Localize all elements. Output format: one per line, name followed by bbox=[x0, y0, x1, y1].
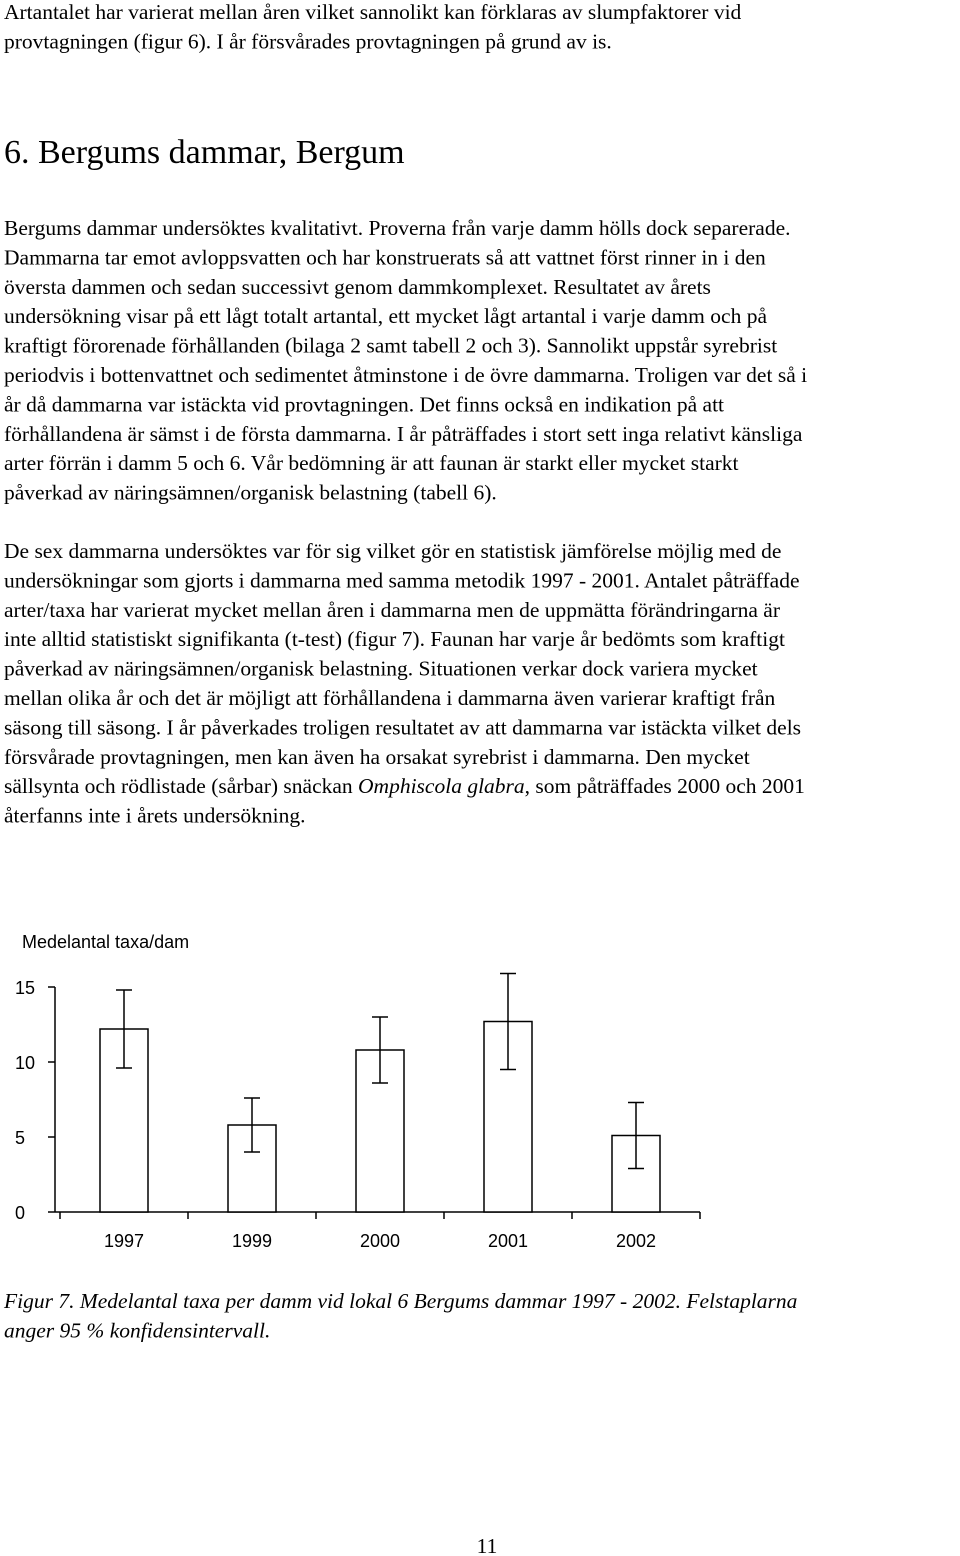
text-line: periodvis i bottenvattnet och sedimentet… bbox=[4, 363, 807, 387]
text-line: försvårade provtagningen, men kan även h… bbox=[4, 745, 750, 769]
text-line: undersökning visar på ett lågt totalt ar… bbox=[4, 304, 767, 328]
text-line: översta dammen och sedan successivt geno… bbox=[4, 275, 711, 299]
text-line: år då dammarna var istäckta vid provtagn… bbox=[4, 392, 724, 416]
caption-line: Figur 7. Medelantal taxa per damm vid lo… bbox=[3, 1289, 797, 1313]
text-line: arter förrän i damm 5 och 6. Vår bedömni… bbox=[4, 451, 739, 475]
y-tick-label: 0 bbox=[15, 1203, 25, 1223]
y-tick-label: 5 bbox=[15, 1128, 25, 1148]
text-span: sällsynta och rödlistade (sårbar) snäcka… bbox=[4, 774, 358, 798]
x-tick-label: 2001 bbox=[488, 1231, 528, 1251]
x-tick-label: 1999 bbox=[232, 1231, 272, 1251]
text-line: påverkad av näringsämnen/organisk belast… bbox=[4, 481, 497, 505]
text-line: kraftigt förorenade förhållanden (bilaga… bbox=[4, 334, 777, 358]
text-line: arter/taxa har varierat mycket mellan år… bbox=[4, 598, 780, 622]
text-line: Dammarna tar emot avloppsvatten och har … bbox=[4, 245, 766, 269]
text-line: provtagningen (figur 6). I år försvårade… bbox=[4, 29, 612, 53]
x-tick-label: 2002 bbox=[616, 1231, 656, 1251]
x-tick-label: 1997 bbox=[104, 1231, 144, 1251]
text-line: påverkad av näringsämnen/organisk belast… bbox=[4, 657, 758, 681]
text-line: De sex dammarna undersöktes var för sig … bbox=[4, 539, 781, 563]
text-line: sällsynta och rödlistade (sårbar) snäcka… bbox=[4, 774, 805, 798]
text-line: Artantalet har varierat mellan åren vilk… bbox=[4, 0, 742, 24]
heading: 6. Bergums dammar, Bergum bbox=[4, 134, 405, 171]
page-number: 11 bbox=[477, 1534, 498, 1556]
caption-line: anger 95 % konfidensintervall. bbox=[4, 1318, 270, 1342]
text-line: inte alltid statistiskt signifikanta (t-… bbox=[4, 627, 785, 651]
text-line: mellan olika år och det är möjligt att f… bbox=[4, 686, 776, 710]
text-span: , som påträffades 2000 och 2001 bbox=[525, 774, 805, 798]
text-line: säsong till säsong. I år påverkades trol… bbox=[4, 715, 801, 739]
x-tick-label: 2000 bbox=[360, 1231, 400, 1251]
italic-span: Omphiscola glabra bbox=[358, 774, 525, 798]
text-line: undersökningar som gjorts i dammarna med… bbox=[4, 568, 800, 592]
y-axis-title: Medelantal taxa/dam bbox=[22, 932, 189, 952]
y-tick-label: 15 bbox=[15, 978, 35, 998]
y-tick-label: 10 bbox=[15, 1053, 35, 1073]
text-line: återfanns inte i årets undersökning. bbox=[4, 804, 306, 828]
text-line: Bergums dammar undersöktes kvalitativt. … bbox=[4, 216, 791, 240]
text-line: förhållandena är sämst i de första damma… bbox=[4, 422, 803, 446]
